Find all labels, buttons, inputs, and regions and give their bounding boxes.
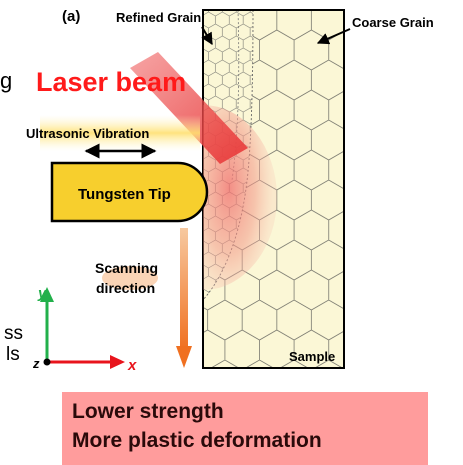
y-axis-head [40, 287, 54, 302]
laser-beam [130, 52, 248, 164]
laser-beam-label: Laser beam [36, 67, 186, 97]
y-axis-label: y [37, 285, 47, 302]
result-line-2: More plastic deformation [72, 429, 322, 452]
refined-grain-label: Refined Grain [116, 10, 201, 25]
tungsten-tip [50, 161, 209, 223]
clipped-left-text-3: ls [6, 344, 20, 365]
coarse-grain-label: Coarse Grain [352, 15, 434, 30]
clipped-left-text-1: g [0, 68, 12, 93]
refined-grain-pointer [201, 26, 213, 46]
tungsten-tip-label: Tungsten Tip [78, 186, 171, 203]
sample-label: Sample [289, 349, 335, 364]
clipped-left-text-2: ss [4, 323, 23, 344]
scan-arrow-shaft [180, 228, 188, 350]
panel-label: (a) [62, 8, 80, 25]
scan-arrow-head [176, 346, 192, 368]
scan-label-glow [102, 266, 158, 290]
scanning-label: Scanning [95, 260, 158, 276]
direction-label: direction [96, 280, 155, 296]
x-axis-label: x [127, 357, 137, 374]
result-line-1: Lower strength [72, 400, 224, 423]
inner-boundary [231, 9, 240, 181]
ultrasonic-vibration-label: Ultrasonic Vibration [26, 126, 149, 141]
z-axis-label: z [32, 356, 40, 371]
x-axis-head [110, 355, 125, 369]
z-axis-dot [43, 358, 51, 366]
coarse-grain-pointer [316, 28, 351, 45]
result-box: Lower strength More plastic deformation [62, 392, 428, 465]
